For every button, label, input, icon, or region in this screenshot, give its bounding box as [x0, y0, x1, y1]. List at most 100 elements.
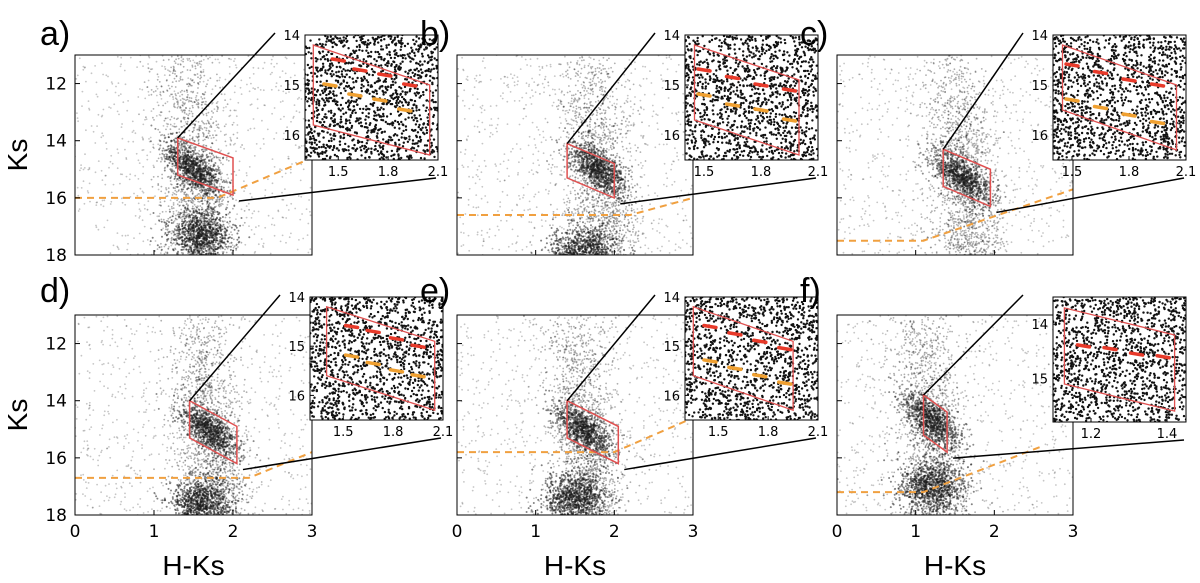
- clump-point: [192, 173, 195, 176]
- clump-point: [208, 159, 211, 162]
- field-point: [279, 101, 282, 103]
- dwarf-point: [187, 261, 189, 263]
- inset-point: [415, 67, 419, 70]
- dwarf-point: [210, 220, 213, 223]
- inset-point: [358, 117, 361, 120]
- clump-point: [220, 178, 223, 181]
- field-point: [235, 199, 238, 202]
- dwarf-point: [214, 263, 216, 265]
- field-point: [281, 70, 284, 72]
- inset-point: [310, 52, 313, 55]
- band-point: [241, 144, 244, 146]
- clump-point: [218, 198, 221, 201]
- dwarf-point: [221, 234, 223, 237]
- band-point: [190, 97, 193, 100]
- band-point: [162, 90, 165, 93]
- band-point: [205, 129, 208, 132]
- field-point: [108, 166, 110, 169]
- band-point: [200, 187, 203, 190]
- inset-point: [312, 137, 316, 140]
- band-point: [157, 128, 160, 131]
- dwarf-point: [170, 219, 173, 222]
- field-point: [264, 189, 267, 191]
- band-point: [216, 105, 218, 108]
- band-point: [232, 133, 235, 136]
- clump-point: [184, 165, 187, 168]
- field-point: [173, 122, 176, 125]
- inset-point: [419, 76, 422, 79]
- inset-point: [378, 157, 381, 160]
- field-point: [102, 205, 105, 208]
- field-point: [76, 117, 79, 119]
- band-point: [185, 193, 188, 196]
- field-point: [273, 234, 276, 237]
- inset-point: [433, 48, 437, 51]
- field-point: [229, 114, 232, 117]
- field-point: [147, 63, 150, 65]
- band-point: [175, 80, 178, 83]
- band-point: [158, 131, 161, 134]
- clump-point: [193, 175, 196, 178]
- band-point: [186, 214, 188, 217]
- clump-point: [206, 156, 208, 159]
- clump-point: [181, 149, 184, 151]
- band-point: [199, 205, 202, 207]
- field-point: [262, 89, 265, 92]
- band-point: [175, 94, 177, 97]
- band-point: [226, 173, 229, 176]
- band-point: [166, 229, 169, 231]
- clump-point: [208, 188, 211, 190]
- band-point: [167, 205, 170, 208]
- clump-point: [190, 156, 193, 159]
- field-point: [147, 79, 150, 82]
- inset-point: [332, 90, 335, 93]
- clump-point: [181, 177, 184, 180]
- band-point: [212, 112, 215, 114]
- dwarf-point: [187, 230, 190, 233]
- band-point: [186, 98, 189, 101]
- field-point: [218, 79, 221, 82]
- field-point: [78, 208, 81, 211]
- inset-point: [337, 149, 340, 152]
- clump-point: [187, 175, 190, 178]
- band-point: [170, 239, 173, 242]
- inset-point: [378, 144, 381, 147]
- clump-point: [175, 137, 178, 140]
- field-point: [180, 126, 183, 128]
- inset-point: [329, 109, 333, 113]
- y-tick-label: 18: [45, 246, 67, 266]
- band-point: [160, 246, 163, 248]
- band-point: [180, 139, 183, 142]
- field-point: [238, 160, 241, 163]
- inset-point: [398, 114, 401, 117]
- band-point: [216, 156, 218, 159]
- clump-point: [183, 142, 186, 145]
- band-point: [181, 110, 184, 113]
- inset-point: [432, 38, 436, 41]
- clump-point: [169, 159, 172, 162]
- dwarf-point: [214, 241, 217, 244]
- inset-point: [314, 57, 317, 60]
- band-point: [175, 98, 178, 101]
- band-point: [237, 246, 239, 248]
- inset-point: [409, 56, 412, 59]
- field-point: [163, 65, 166, 68]
- inset-point: [393, 105, 397, 108]
- band-point: [189, 60, 192, 62]
- clump-point: [195, 171, 198, 174]
- band-point: [196, 136, 199, 138]
- dwarf-point: [205, 217, 208, 220]
- dwarf-point: [198, 240, 201, 243]
- clump-point: [191, 149, 194, 152]
- field-point: [150, 227, 153, 230]
- dwarf-point: [195, 257, 197, 259]
- inset-point: [388, 99, 392, 103]
- band-point: [205, 122, 208, 125]
- band-point: [179, 107, 181, 109]
- field-point: [151, 68, 154, 70]
- inset-point: [365, 79, 368, 82]
- field-point: [118, 113, 120, 116]
- inset-point: [305, 87, 308, 90]
- field-point: [284, 172, 287, 175]
